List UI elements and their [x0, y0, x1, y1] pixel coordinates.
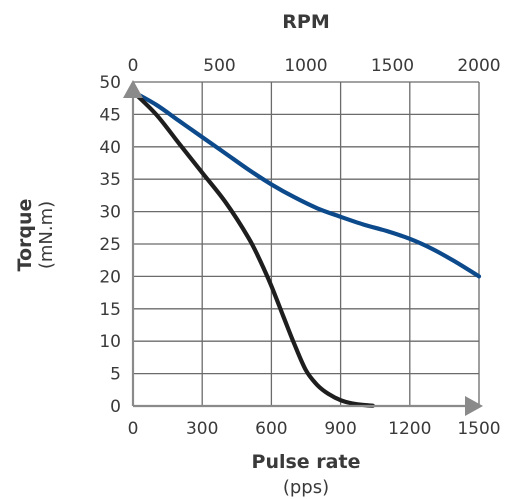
grid [133, 81, 480, 406]
top-tick-label: 0 [128, 56, 139, 76]
series-layer [130, 89, 482, 408]
x-axis-title: Pulse rate [252, 451, 361, 473]
series-line-blue [130, 89, 482, 279]
top-axis-title: RPM [282, 11, 329, 33]
y-tick-label: 15 [99, 300, 121, 320]
top-tick-label: 500 [203, 56, 235, 76]
x-tick-label: 300 [186, 419, 218, 439]
y-axis-arrow [123, 80, 143, 98]
y-tick-label: 5 [110, 365, 121, 385]
y-tick-label: 20 [99, 267, 121, 287]
y-tick-label: 35 [99, 170, 121, 190]
x-axis-arrow [465, 396, 483, 416]
y-axis-title: Torque [14, 199, 36, 272]
x-tick-label: 900 [324, 419, 356, 439]
y-tick-label: 50 [99, 73, 121, 93]
y-tick-label: 40 [99, 138, 121, 158]
y-tick-label: 10 [99, 332, 121, 352]
x-tick-label: 1500 [457, 419, 500, 439]
top-tick-label: 1500 [371, 56, 414, 76]
y-axis-unit: (mN.m) [36, 201, 57, 269]
y-tick-label: 30 [99, 203, 121, 223]
y-tick-label: 25 [99, 235, 121, 255]
top-tick-label: 1000 [284, 56, 327, 76]
series-line-black [130, 89, 375, 408]
y-tick-label: 0 [110, 397, 121, 417]
x-tick-label: 600 [255, 419, 287, 439]
x-tick-label: 1200 [388, 419, 431, 439]
x-axis-unit: (pps) [283, 477, 329, 498]
y-tick-label: 45 [99, 105, 121, 125]
top-tick-label: 2000 [457, 56, 500, 76]
x-tick-label: 0 [128, 419, 139, 439]
axes [123, 80, 483, 416]
